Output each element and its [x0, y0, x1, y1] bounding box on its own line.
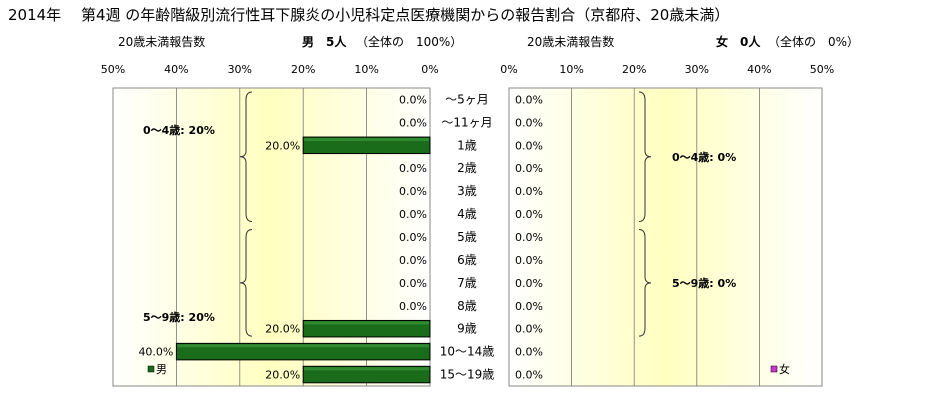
age-category-label: 4歳 — [457, 207, 477, 221]
female-data-label: 0.0% — [515, 346, 543, 359]
age-category-label: 9歳 — [457, 322, 477, 336]
age-category-label: 3歳 — [457, 184, 477, 198]
age-category-label: 1歳 — [457, 138, 477, 152]
female-group-bracket — [638, 229, 652, 337]
age-category-label: ～5ヶ月 — [445, 92, 489, 106]
male-data-label: 0.0% — [399, 208, 427, 221]
male-bar — [302, 136, 431, 155]
female-x-tick-label: 30% — [685, 63, 709, 76]
male-data-label: 0.0% — [399, 116, 427, 129]
age-category-label: 5歳 — [457, 230, 477, 244]
female-data-label: 0.0% — [515, 93, 543, 106]
male-header-share: （全体の 100%） — [356, 34, 462, 49]
female-header-count: 女 0人 — [716, 34, 761, 49]
male-group-label: 5～9歳: 20% — [143, 310, 215, 324]
male-data-label: 20.0% — [265, 323, 300, 336]
female-group-label: 5～9歳: 0% — [672, 276, 736, 290]
female-data-label: 0.0% — [515, 139, 543, 152]
male-data-label: 0.0% — [399, 185, 427, 198]
female-group-label: 0～4歳: 0% — [672, 150, 736, 164]
age-category-label: 15～19歳 — [440, 368, 495, 382]
male-legend-label: 男 — [156, 363, 167, 376]
male-group-bracket — [239, 229, 253, 337]
male-header-label: 20歳未満報告数 — [118, 34, 205, 49]
male-x-tick-label: 30% — [228, 63, 252, 76]
female-header-label: 20歳未満報告数 — [527, 34, 614, 49]
male-data-label: 0.0% — [399, 300, 427, 313]
female-plot-area — [508, 87, 823, 387]
male-data-label: 40.0% — [138, 346, 173, 359]
female-panel: 0% 10% 20% 30% 40% 50% 0.0% 0.0% 0.0% 0.0% 0.0% 0.0… — [500, 63, 834, 387]
male-x-tick-label: 10% — [354, 63, 378, 76]
age-category-label: 2歳 — [457, 161, 477, 175]
male-bar-highlight — [304, 321, 429, 325]
female-legend-swatch — [770, 365, 778, 373]
female-x-tick-label: 10% — [559, 63, 583, 76]
male-x-tick-label: 50% — [101, 63, 125, 76]
female-x-tick-label: 20% — [622, 63, 646, 76]
female-data-label: 0.0% — [515, 369, 543, 382]
male-data-label: 0.0% — [399, 93, 427, 106]
age-category-label: ～11ヶ月 — [441, 115, 492, 129]
female-data-label: 0.0% — [515, 254, 543, 267]
female-x-tick-label: 50% — [810, 63, 834, 76]
female-header-share: （全体の 0%） — [768, 34, 859, 49]
female-data-label: 0.0% — [515, 277, 543, 290]
male-data-label: 0.0% — [399, 231, 427, 244]
male-data-label: 20.0% — [265, 369, 300, 382]
male-data-label: 0.0% — [399, 277, 427, 290]
male-bar — [302, 319, 431, 338]
female-data-label: 0.0% — [515, 116, 543, 129]
male-header-count: 男 5人 — [302, 34, 347, 49]
male-group-label: 0～4歳: 20% — [143, 123, 215, 137]
age-category-label: 7歳 — [457, 276, 477, 290]
male-x-tick-label: 40% — [164, 63, 188, 76]
female-data-label: 0.0% — [515, 162, 543, 175]
female-group-bracket — [638, 91, 652, 223]
male-bar-highlight — [304, 367, 429, 371]
male-bar-highlight — [304, 138, 429, 142]
female-data-label: 0.0% — [515, 208, 543, 221]
female-data-label: 0.0% — [515, 300, 543, 313]
age-category-label: 8歳 — [457, 299, 477, 313]
male-bar-highlight — [177, 344, 429, 348]
female-data-label: 0.0% — [515, 185, 543, 198]
male-x-tick-label: 0% — [421, 63, 438, 76]
chart-title: 2014年 第4週 の年齢階級別流行性耳下腺炎の小児科定点医療機関からの報告割合… — [8, 6, 729, 24]
male-x-tick-label: 20% — [291, 63, 315, 76]
female-x-tick-label: 40% — [747, 63, 771, 76]
age-category-label: 10～14歳 — [440, 345, 495, 359]
female-data-label: 0.0% — [515, 231, 543, 244]
age-category-labels: ～5ヶ月 ～11ヶ月 1歳 2歳 3歳 4歳 5歳 6歳 7歳 8歳 9歳 10～14歳 15～19歳 — [440, 92, 495, 381]
male-bar — [175, 342, 431, 361]
male-bar — [302, 365, 431, 384]
age-category-label: 6歳 — [457, 253, 477, 267]
male-legend-swatch — [147, 365, 155, 373]
female-legend-label: 女 — [779, 362, 790, 376]
male-data-label: 0.0% — [399, 254, 427, 267]
male-group-bracket — [239, 91, 253, 223]
male-data-label: 20.0% — [265, 139, 300, 152]
female-data-label: 0.0% — [515, 323, 543, 336]
male-panel: 50% 40% 30% 20% 10% 0% 0.0% 0.0% 20.0% 0.0% 0.0% 0.… — [101, 63, 439, 387]
male-data-label: 0.0% — [399, 162, 427, 175]
female-x-tick-label: 0% — [500, 63, 517, 76]
